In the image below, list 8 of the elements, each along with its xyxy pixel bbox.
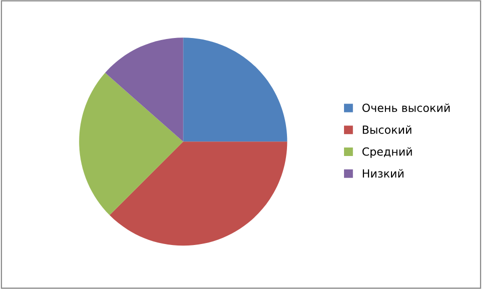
pie-slice <box>110 142 288 246</box>
pie-slice <box>183 38 288 142</box>
legend-label: Средний <box>362 147 412 158</box>
legend-label: Высокий <box>362 125 412 134</box>
legend-label: Очень высокий <box>362 103 450 112</box>
pie-slice <box>105 38 184 142</box>
legend-label: Низкий <box>362 169 404 178</box>
pie-slice <box>79 72 184 216</box>
